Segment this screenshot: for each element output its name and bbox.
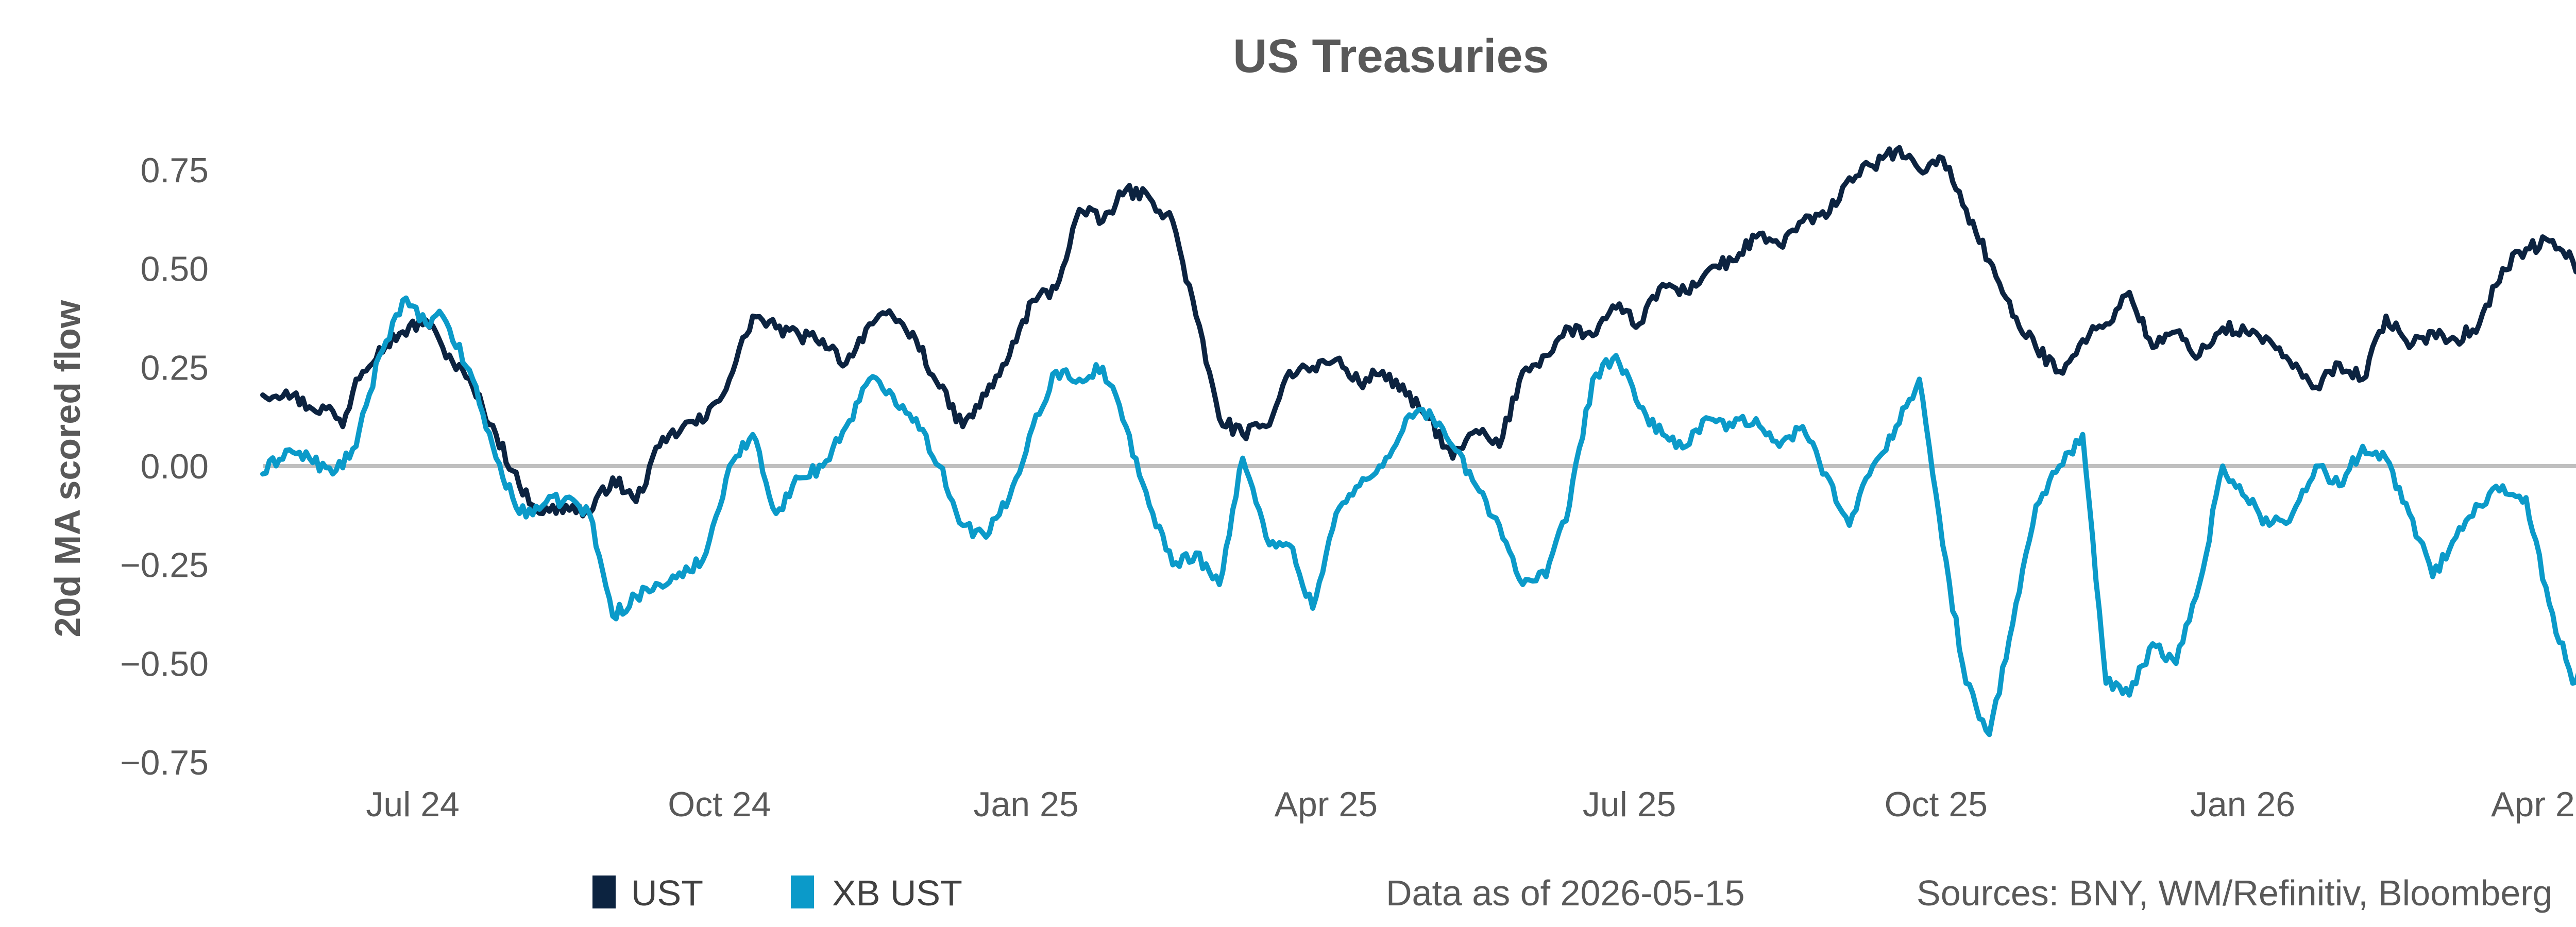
x-tick-label: Jan 25 bbox=[973, 785, 1078, 824]
chart-title: US Treasuries bbox=[1233, 30, 1549, 82]
legend: UST XB UST bbox=[592, 873, 962, 913]
x-tick-label: Oct 24 bbox=[668, 785, 771, 824]
x-tick-label: Jan 26 bbox=[2190, 785, 2295, 824]
y-tick-label: 0.00 bbox=[141, 447, 209, 486]
y-tick-label: 0.50 bbox=[141, 250, 209, 289]
series-lines bbox=[260, 145, 2576, 737]
legend-item-ust: UST bbox=[592, 873, 703, 913]
series-line-ust bbox=[260, 145, 2576, 519]
x-tick-label: Apr 25 bbox=[1275, 785, 1378, 824]
x-tick-label: Apr 26 bbox=[2491, 785, 2576, 824]
legend-label-xb-ust: XB UST bbox=[832, 873, 962, 913]
y-tick-labels: 0.75 0.50 0.25 0.00 −0.25 −0.50 −0.75 bbox=[120, 151, 209, 782]
y-tick-label: −0.75 bbox=[120, 743, 209, 782]
x-tick-label: Oct 25 bbox=[1885, 785, 1988, 824]
legend-item-xb-ust: XB UST bbox=[791, 873, 962, 913]
y-tick-label: 0.25 bbox=[141, 348, 209, 387]
y-tick-label: −0.25 bbox=[120, 546, 209, 585]
legend-swatch-ust bbox=[592, 876, 616, 908]
series-line-xb-ust bbox=[260, 295, 2576, 737]
legend-label-ust: UST bbox=[631, 873, 703, 913]
y-tick-label: 0.75 bbox=[141, 151, 209, 190]
x-tick-label: Jul 25 bbox=[1583, 785, 1676, 824]
sources-note: Sources: BNY, WM/Refinitiv, Bloomberg bbox=[1917, 873, 2553, 913]
legend-swatch-xb-ust bbox=[791, 876, 814, 908]
x-tick-labels: Jul 24 Oct 24 Jan 25 Apr 25 Jul 25 Oct 25 Jan … bbox=[366, 785, 2576, 824]
data-as-of-note: Data as of 2026-05-15 bbox=[1386, 873, 1745, 913]
x-tick-label: Jul 24 bbox=[366, 785, 459, 824]
y-tick-label: −0.50 bbox=[120, 644, 209, 683]
y-axis-label: 20d MA scored flow bbox=[47, 300, 88, 637]
